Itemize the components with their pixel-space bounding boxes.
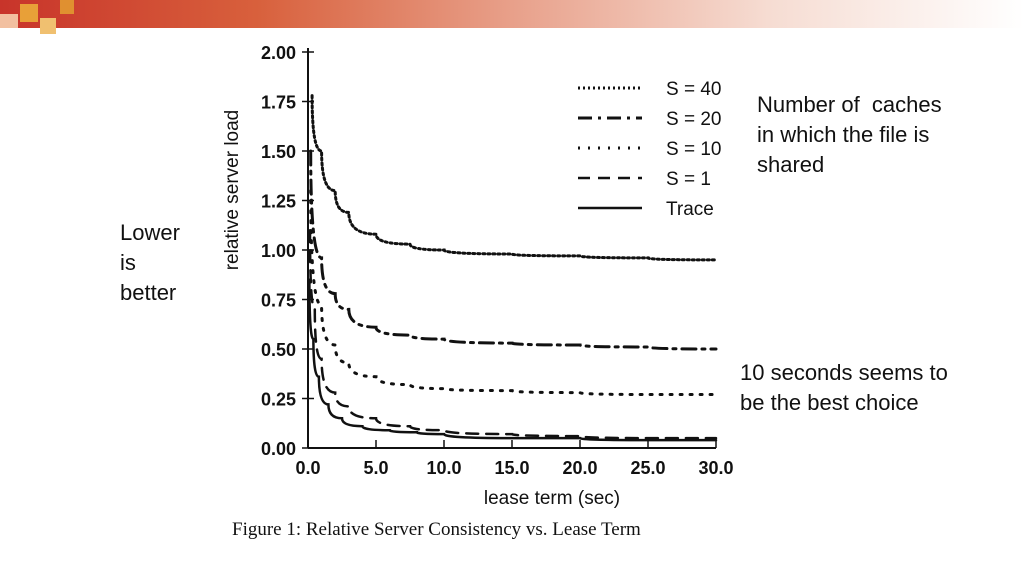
x-tick-label: 30.0 <box>698 458 733 478</box>
logo-square-orange-2 <box>40 18 56 34</box>
y-tick-label: 0.00 <box>261 439 296 459</box>
figure-caption: Figure 1: Relative Server Consistency vs… <box>232 519 641 540</box>
note-line: Number of caches <box>757 92 942 117</box>
series-line-trace <box>308 278 718 442</box>
logo-square-dark <box>60 0 74 14</box>
series-line-s-10 <box>309 189 718 396</box>
note-lower-is-better: Lower is better <box>120 218 180 308</box>
y-tick-label: 0.25 <box>261 390 296 410</box>
note-best-choice: 10 seconds seems to be the best choice <box>740 358 948 418</box>
note-line: be the best choice <box>740 390 919 415</box>
y-tick-label: 0.75 <box>261 291 296 311</box>
y-axis-label: relative server load <box>222 110 243 271</box>
x-tick-label: 25.0 <box>630 458 665 478</box>
y-tick-label: 0.50 <box>261 340 296 360</box>
logo-square-orange <box>20 4 38 22</box>
legend-label-s-1: S = 1 <box>666 169 711 190</box>
series-line-s-20 <box>309 149 718 351</box>
legend-label-s-10: S = 10 <box>666 139 721 160</box>
note-line: is <box>120 250 136 275</box>
x-tick-label: 20.0 <box>562 458 597 478</box>
x-tick-label: 5.0 <box>363 458 388 478</box>
note-number-of-caches: Number of caches in which the file is sh… <box>757 90 942 180</box>
series-line-s-1 <box>308 228 718 440</box>
note-line: Lower <box>120 220 180 245</box>
note-line: in which the file is <box>757 122 930 147</box>
y-tick-label: 1.75 <box>261 93 296 113</box>
legend-label-s-20: S = 20 <box>666 109 721 130</box>
x-tick-label: 15.0 <box>494 458 529 478</box>
x-tick-label: 10.0 <box>426 458 461 478</box>
y-tick-label: 2.00 <box>261 43 296 63</box>
x-tick-label: 0.0 <box>295 458 320 478</box>
y-tick-label: 1.00 <box>261 241 296 261</box>
x-axis-label: lease term (sec) <box>484 488 620 509</box>
note-line: 10 seconds seems to <box>740 360 948 385</box>
note-line: shared <box>757 152 825 177</box>
y-tick-label: 1.25 <box>261 192 296 212</box>
title-bar-gradient <box>0 0 1024 36</box>
series-line-s-40 <box>310 94 718 262</box>
legend-label-s-40: S = 40 <box>666 79 721 100</box>
y-tick-label: 1.50 <box>261 142 296 162</box>
note-line: better <box>120 280 177 305</box>
relative-server-load-chart: 0.00 0.25 0.50 0.75 1.00 1.25 1.50 1.75 2.00 0.0 5… <box>222 43 734 509</box>
legend-label-trace: Trace <box>666 199 714 220</box>
logo-square-red <box>0 14 18 28</box>
